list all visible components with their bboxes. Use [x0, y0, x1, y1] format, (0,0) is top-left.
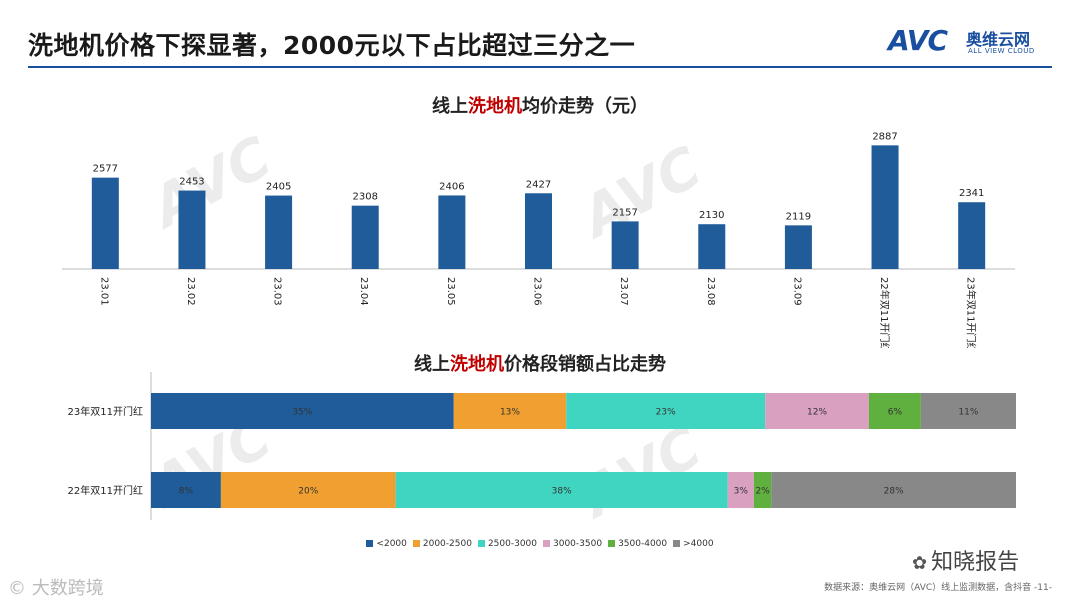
legend-label: <2000: [376, 539, 407, 549]
legend-item: 3500-4000: [608, 539, 667, 549]
bar-23.02: [178, 190, 206, 269]
chart2-legend: <2000 2000-2500 2500-3000 3000-3500 3500-400…: [0, 539, 1080, 549]
data-label: 2405: [266, 182, 291, 193]
segment-label: 11%: [958, 408, 978, 418]
segment-3500-4000: [753, 472, 772, 508]
x-tick-label: 23年双11开门红: [965, 277, 978, 348]
segment-<2000: [151, 472, 221, 508]
bar-23.05: [438, 195, 466, 269]
data-label: 2406: [439, 181, 464, 192]
segment->4000: [771, 472, 1016, 508]
segment-3000-3500: [765, 393, 869, 429]
data-label: 2577: [93, 164, 118, 175]
legend-swatch: [477, 540, 485, 547]
bar-22年双11开门红: [871, 145, 899, 269]
x-tick-label: 22年双11开门红: [878, 277, 891, 348]
segment-label: 12%: [807, 408, 827, 418]
chart2-title-prefix: 线上: [414, 354, 450, 375]
header-divider: [28, 66, 1052, 68]
data-label: 2308: [353, 192, 378, 203]
chart1-title: 线上洗地机均价走势（元）: [0, 92, 1080, 118]
data-label: 2427: [526, 179, 551, 190]
x-tick-label: 23.01: [98, 277, 109, 306]
segment->4000: [920, 393, 1016, 429]
legend-label: 3500-4000: [618, 539, 668, 549]
data-source: 数据来源：奥维云网（AVC）线上监测数据，含抖音 -11-: [824, 583, 1052, 593]
segment-label: 6%: [888, 408, 903, 418]
segment-label: 28%: [884, 487, 904, 497]
chart2-title: 线上洗地机价格段销额占比走势: [0, 350, 1080, 376]
legend-swatch: [412, 540, 420, 547]
legend-label: >4000: [683, 539, 714, 549]
segment-label: 38%: [552, 487, 572, 497]
legend-label: 2500-3000: [487, 539, 537, 549]
bar-23.07: [611, 221, 639, 269]
avc-logo: AVC 奥维云网 ALL VIEW CLOUD: [888, 22, 1058, 62]
segment-3500-4000: [868, 393, 921, 429]
legend-swatch: [673, 540, 681, 547]
segment-label: 35%: [292, 408, 312, 418]
data-label: 2157: [612, 207, 637, 218]
x-tick-label: 23.03: [272, 277, 283, 306]
chart2-title-highlight: 洗地机: [450, 354, 504, 375]
segment-2000-2500: [220, 472, 396, 508]
x-tick-label: 23.06: [532, 277, 543, 306]
data-label: 2341: [959, 188, 984, 199]
chart1-title-suffix: 均价走势（元）: [522, 96, 648, 117]
segment-label: 20%: [298, 487, 318, 497]
data-label: 2887: [872, 131, 897, 142]
x-tick-label: 23.08: [705, 277, 716, 306]
segment-2500-3000: [566, 393, 766, 429]
wechat-label: ✿ 知晓报告: [912, 544, 1019, 576]
bar-23年双11开门红: [958, 202, 986, 269]
wechat-icon: ✿: [912, 552, 928, 574]
x-tick-label: 23.07: [618, 277, 629, 306]
data-label: 2130: [699, 210, 724, 221]
chart2-title-suffix: 价格段销额占比走势: [504, 354, 666, 375]
legend-swatch: [543, 540, 550, 547]
x-tick-label: 23.05: [445, 277, 456, 306]
bar-23.04: [351, 205, 379, 269]
bar-23.01: [91, 177, 119, 269]
chart1-title-prefix: 线上: [432, 96, 468, 117]
segment-label: 2%: [755, 487, 770, 497]
price-segment-chart: 23年双11开门红 35% 13% 23% 12% 6% 11% 22年双11开门红 8% 20%…: [68, 372, 1016, 520]
segment-label: 3%: [734, 487, 749, 497]
legend-item: <2000: [366, 539, 407, 549]
data-label: 2119: [786, 211, 811, 222]
x-tick-label: 23.02: [185, 277, 196, 306]
bar-23.09: [784, 225, 812, 269]
chart1-title-highlight: 洗地机: [468, 96, 522, 117]
page-title: 洗地机价格下探显著，2000元以下占比超过三分之一: [28, 31, 636, 60]
legend-swatch: [608, 540, 616, 547]
price-trend-chart: 2577 23.01 2453 23.02 2405 23.03 2308 23.04 2406…: [62, 131, 1015, 348]
segment-label: 23%: [656, 408, 676, 418]
bar-23.03: [265, 195, 293, 269]
y-tick-label: 22年双11开门红: [68, 484, 143, 497]
legend-item: 2500-3000: [477, 539, 537, 549]
data-label: 2453: [179, 177, 204, 188]
x-tick-label: 23.04: [358, 277, 369, 306]
segment-2500-3000: [395, 472, 728, 508]
legend-label: 2000-2500: [422, 539, 472, 549]
segment-<2000: [151, 393, 454, 429]
wechat-label-text: 知晓报告: [931, 550, 1020, 575]
legend-item: 2000-2500: [412, 539, 472, 549]
logo-en: ALL VIEW CLOUD: [968, 47, 1035, 55]
legend-item: >4000: [673, 539, 714, 549]
segment-label: 8%: [179, 487, 194, 497]
legend-label: 3000-3500: [553, 539, 603, 549]
logo-cn: 奥维云网: [966, 30, 1031, 49]
segment-2000-2500: [453, 393, 567, 429]
legend-swatch: [366, 540, 374, 547]
bar-23.06: [525, 193, 552, 269]
logo-mark: AVC: [888, 24, 948, 57]
segment-3000-3500: [727, 472, 754, 508]
legend-item: 3000-3500: [543, 539, 602, 549]
y-tick-label: 23年双11开门红: [68, 405, 143, 418]
x-tick-label: 23.09: [791, 277, 802, 306]
segment-label: 13%: [500, 408, 520, 418]
bar-23.08: [698, 224, 726, 269]
corner-watermark: © 大数跨境: [8, 578, 104, 599]
